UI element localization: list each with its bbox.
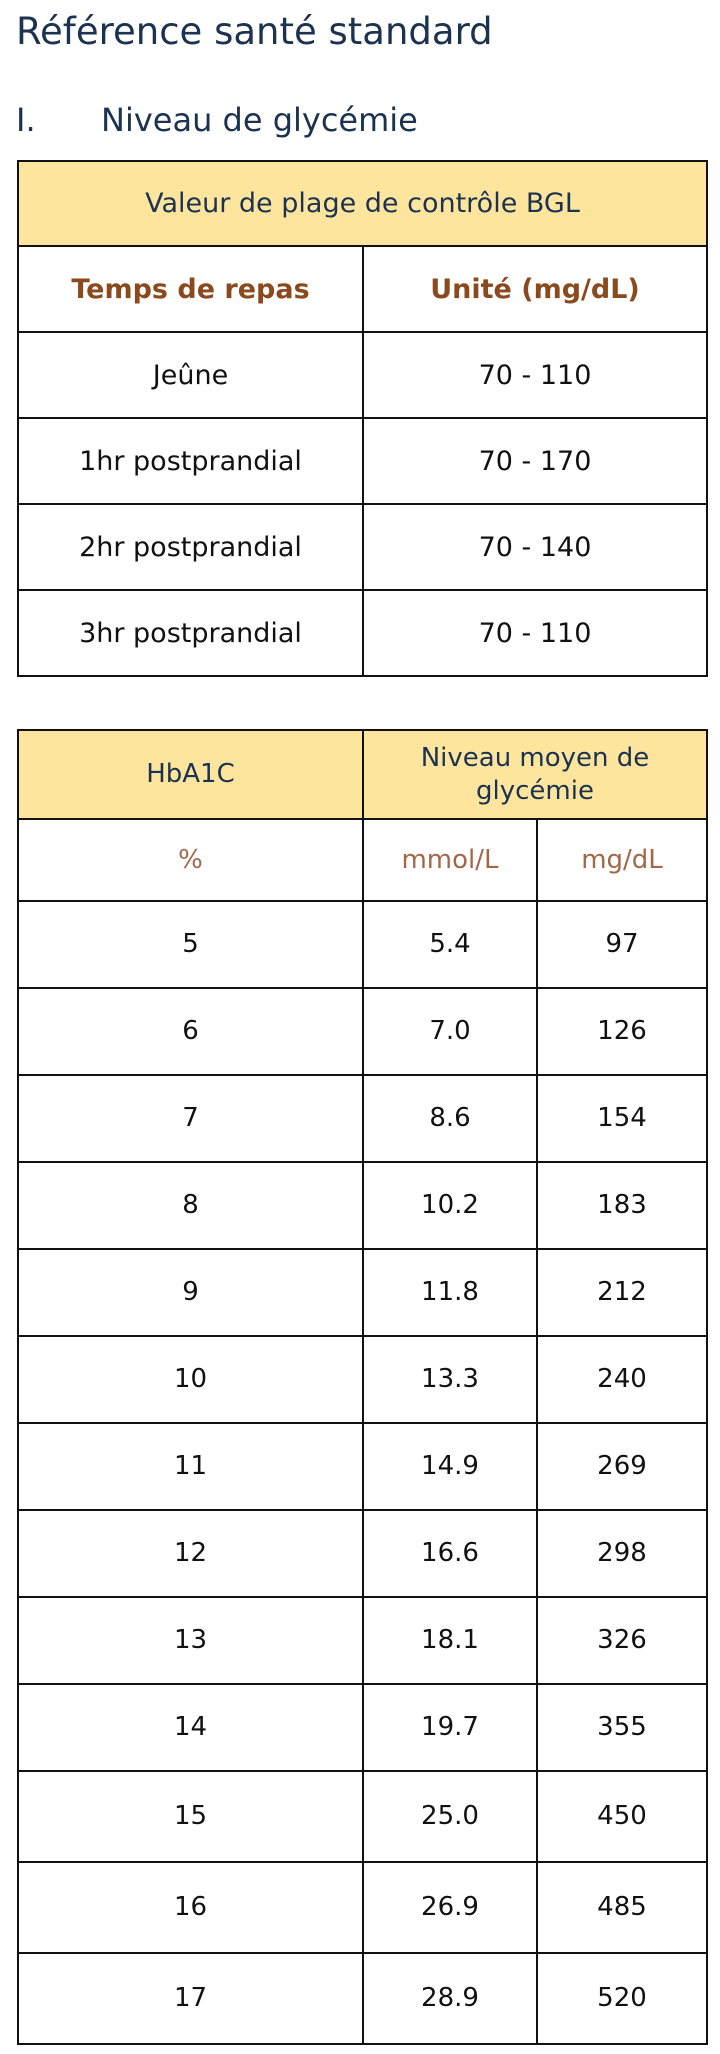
page-title: Référence santé standard <box>16 10 493 53</box>
mgdl-cell: 450 <box>536 1770 708 1863</box>
mgdl-cell: 154 <box>536 1074 708 1163</box>
range-cell: 70 - 110 <box>362 331 708 419</box>
table-row: 11 14.9 269 <box>17 1422 708 1511</box>
hba1c-cell: 12 <box>17 1509 364 1598</box>
hba1c-cell: 6 <box>17 987 364 1076</box>
table-row: 17 28.9 520 <box>17 1952 708 2045</box>
mmol-cell: 7.0 <box>362 987 538 1076</box>
table-row: 12 16.6 298 <box>17 1509 708 1598</box>
table-row: 3hr postprandial 70 - 110 <box>17 589 708 677</box>
mmol-cell: 28.9 <box>362 1952 538 2045</box>
table-row: 13 18.1 326 <box>17 1596 708 1685</box>
meal-time-cell: 3hr postprandial <box>17 589 364 677</box>
mgdl-cell: 126 <box>536 987 708 1076</box>
mmol-subheader: mmol/L <box>362 818 538 902</box>
mmol-cell: 14.9 <box>362 1422 538 1511</box>
section-number: I. <box>16 101 36 139</box>
hba1c-cell: 9 <box>17 1248 364 1337</box>
range-cell: 70 - 170 <box>362 417 708 505</box>
mmol-cell: 10.2 <box>362 1161 538 1250</box>
mgdl-cell: 326 <box>536 1596 708 1685</box>
section-heading: I. Niveau de glycémie <box>16 96 418 144</box>
mgdl-cell: 355 <box>536 1683 708 1772</box>
table-row: Jeûne 70 - 110 <box>17 331 708 419</box>
avg-glucose-header: Niveau moyen de glycémie <box>362 729 708 820</box>
mgdl-cell: 183 <box>536 1161 708 1250</box>
percent-subheader: % <box>17 818 364 902</box>
mgdl-cell: 298 <box>536 1509 708 1598</box>
table-row: 5 5.4 97 <box>17 900 708 989</box>
mmol-cell: 19.7 <box>362 1683 538 1772</box>
table-row: 10 13.3 240 <box>17 1335 708 1424</box>
table-row: 16 26.9 485 <box>17 1861 708 1954</box>
table-row: 6 7.0 126 <box>17 987 708 1076</box>
bgl-control-range-table: Valeur de plage de contrôle BGL Temps de… <box>17 160 708 677</box>
table-row: 2hr postprandial 70 - 140 <box>17 503 708 591</box>
table-row: 8 10.2 183 <box>17 1161 708 1250</box>
section-title: Niveau de glycémie <box>101 101 418 139</box>
mmol-cell: 13.3 <box>362 1335 538 1424</box>
meal-time-cell: Jeûne <box>17 331 364 419</box>
table-row: 15 25.0 450 <box>17 1770 708 1863</box>
hba1c-header: HbA1C <box>17 729 364 820</box>
mgdl-cell: 240 <box>536 1335 708 1424</box>
mmol-cell: 25.0 <box>362 1770 538 1863</box>
mmol-cell: 16.6 <box>362 1509 538 1598</box>
hba1c-cell: 15 <box>17 1770 364 1863</box>
hba1c-cell: 5 <box>17 900 364 989</box>
meal-time-header: Temps de repas <box>17 245 364 333</box>
hba1c-glucose-table: HbA1C Niveau moyen de glycémie % mmol/L … <box>17 729 708 2045</box>
hba1c-cell: 16 <box>17 1861 364 1954</box>
mgdl-cell: 212 <box>536 1248 708 1337</box>
range-cell: 70 - 140 <box>362 503 708 591</box>
mmol-cell: 18.1 <box>362 1596 538 1685</box>
meal-time-cell: 1hr postprandial <box>17 417 364 505</box>
hba1c-cell: 7 <box>17 1074 364 1163</box>
mmol-cell: 26.9 <box>362 1861 538 1954</box>
table-row: 7 8.6 154 <box>17 1074 708 1163</box>
hba1c-cell: 17 <box>17 1952 364 2045</box>
hba1c-cell: 13 <box>17 1596 364 1685</box>
unit-header: Unité (mg/dL) <box>362 245 708 333</box>
mgdl-cell: 520 <box>536 1952 708 2045</box>
mmol-cell: 8.6 <box>362 1074 538 1163</box>
hba1c-cell: 8 <box>17 1161 364 1250</box>
table-row: 9 11.8 212 <box>17 1248 708 1337</box>
hba1c-cell: 14 <box>17 1683 364 1772</box>
mgdl-cell: 97 <box>536 900 708 989</box>
table-row: 14 19.7 355 <box>17 1683 708 1772</box>
mmol-cell: 11.8 <box>362 1248 538 1337</box>
meal-time-cell: 2hr postprandial <box>17 503 364 591</box>
bgl-table-title: Valeur de plage de contrôle BGL <box>17 160 708 247</box>
range-cell: 70 - 110 <box>362 589 708 677</box>
table-row: 1hr postprandial 70 - 170 <box>17 417 708 505</box>
hba1c-cell: 11 <box>17 1422 364 1511</box>
mmol-cell: 5.4 <box>362 900 538 989</box>
mgdl-cell: 485 <box>536 1861 708 1954</box>
hba1c-cell: 10 <box>17 1335 364 1424</box>
mgdl-cell: 269 <box>536 1422 708 1511</box>
mgdl-subheader: mg/dL <box>536 818 708 902</box>
